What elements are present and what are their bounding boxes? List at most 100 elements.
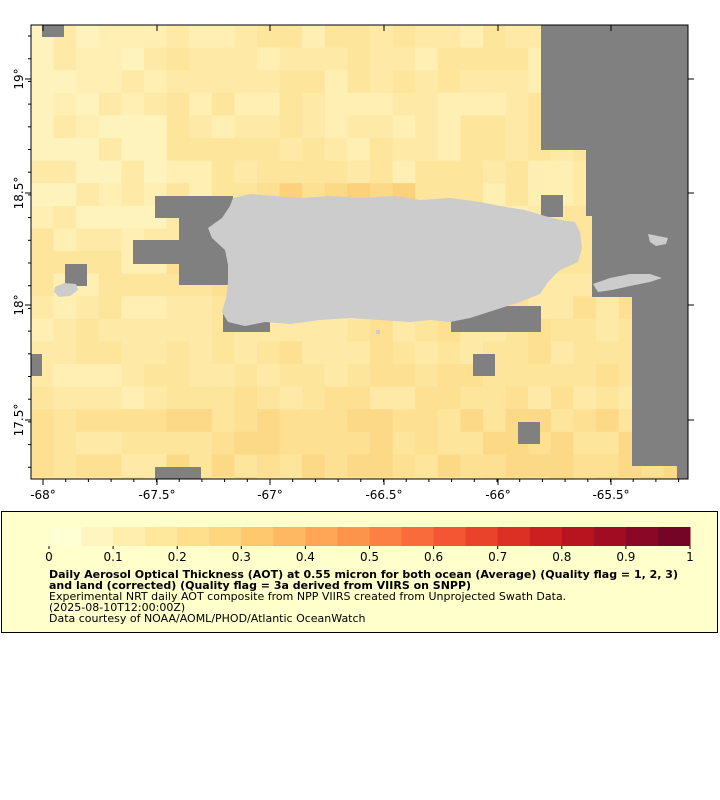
aot-cell (31, 115, 55, 139)
aot-cell (257, 477, 281, 479)
aot-cell (211, 386, 235, 410)
aot-cell (392, 70, 416, 94)
aot-cell (53, 138, 77, 162)
aot-cell (98, 47, 122, 71)
aot-cell (663, 477, 687, 479)
aot-cell (460, 409, 484, 433)
aot-cell (370, 92, 394, 116)
aot-cell (324, 364, 348, 388)
aot-cell (121, 454, 145, 478)
legend-date: (2025-08-10T12:00:00Z) (49, 601, 186, 614)
aot-cell (437, 138, 461, 162)
aot-cell (98, 160, 122, 184)
aot-cell (279, 92, 303, 116)
aot-cell (98, 431, 122, 455)
aot-cell (392, 47, 416, 71)
aot-cell (324, 25, 348, 49)
aot-cell (550, 364, 574, 388)
aot-cell (528, 160, 552, 184)
aot-cell (347, 92, 371, 116)
aot-cell (31, 92, 55, 116)
aot-cell (505, 70, 529, 94)
aot-cell (279, 70, 303, 94)
aot-cell (98, 273, 122, 297)
aot-cell (234, 70, 258, 94)
legend-title: Daily Aerosol Optical Thickness (AOT) at… (49, 568, 678, 592)
aot-cell (618, 477, 642, 479)
aot-cell (302, 47, 326, 71)
aot-cell (324, 318, 348, 342)
aot-cell (76, 183, 100, 207)
colorbar-swatch (209, 527, 242, 546)
aot-cell (121, 477, 145, 479)
aot-cell (528, 364, 552, 388)
colorbar-swatch (113, 527, 146, 546)
aot-cell (53, 92, 77, 116)
colorbar-swatch (625, 527, 659, 546)
aot-cell (483, 409, 507, 433)
aot-cell (53, 228, 77, 252)
aot-cell (144, 138, 168, 162)
aot-cell (324, 431, 348, 455)
aot-cell (302, 454, 326, 478)
aot-cell (121, 205, 145, 229)
aot-cell (144, 160, 168, 184)
aot-cell (31, 477, 55, 479)
aot-cell (505, 341, 529, 365)
aot-cell (437, 477, 461, 479)
aot-cell (53, 431, 77, 455)
aot-cell (596, 386, 620, 410)
aot-cell (166, 47, 190, 71)
aot-cell (279, 138, 303, 162)
aot-cell (415, 138, 439, 162)
aot-cell (483, 431, 507, 455)
aot-cell (53, 205, 77, 229)
map-frame (30, 24, 689, 480)
aot-cell (166, 364, 190, 388)
aot-cell (166, 138, 190, 162)
aot-cell (528, 477, 552, 479)
axis-ticks (25, 25, 694, 485)
aot-cell (573, 341, 597, 365)
aot-cell (189, 92, 213, 116)
aot-cell (53, 477, 77, 479)
aot-cell (505, 47, 529, 71)
aot-cell (279, 115, 303, 139)
aot-cell (415, 318, 439, 342)
aot-cell (528, 386, 552, 410)
colorbar-swatch (561, 527, 595, 546)
aot-cell (234, 386, 258, 410)
aot-cell (121, 92, 145, 116)
aot-cell (189, 318, 213, 342)
mona-island-land (54, 283, 78, 297)
colorbar-tick-label: 0.3 (232, 550, 251, 564)
aot-cell (121, 70, 145, 94)
aot-cell (211, 70, 235, 94)
aot-cell (98, 92, 122, 116)
caja-de-muertos-land (376, 330, 380, 334)
colorbar-swatch (657, 527, 691, 546)
aot-cell (257, 364, 281, 388)
aot-cell (31, 409, 55, 433)
legend-panel: 0 0.1 0.2 0.3 0.4 0.5 0.6 0.7 0.8 0.9 1 Daily Aero… (1, 511, 718, 633)
aot-cell (415, 364, 439, 388)
aot-cell (76, 296, 100, 320)
aot-cell (415, 160, 439, 184)
aot-cell (121, 273, 145, 297)
aot-cell (324, 115, 348, 139)
colorbar-tick-label: 0.9 (616, 550, 635, 564)
aot-cell (31, 47, 55, 71)
aot-cell (166, 296, 190, 320)
aot-cell (53, 47, 77, 71)
aot-cell (370, 386, 394, 410)
aot-cell (460, 115, 484, 139)
aot-cell (189, 296, 213, 320)
aot-cell (483, 138, 507, 162)
no-data-region (42, 25, 64, 37)
puerto-rico-land (208, 194, 582, 326)
aot-cell (144, 364, 168, 388)
aot-cell (31, 386, 55, 410)
aot-cell (166, 70, 190, 94)
aot-cell (415, 431, 439, 455)
legend-credit: Data courtesy of NOAA/AOML/PHOD/Atlantic… (49, 612, 366, 625)
